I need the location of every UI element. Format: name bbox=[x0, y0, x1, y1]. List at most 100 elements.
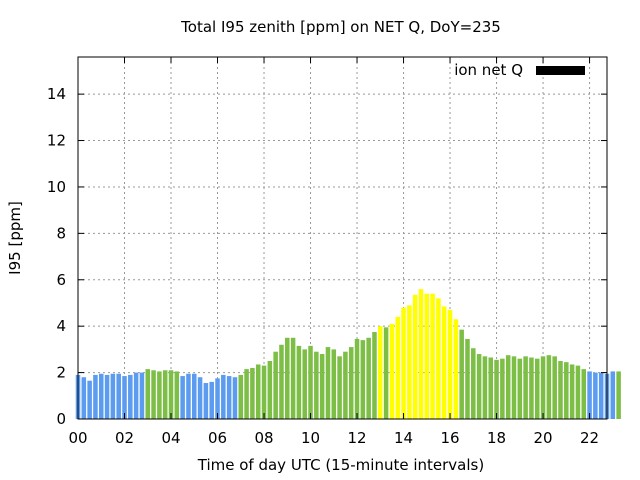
bar bbox=[558, 360, 563, 419]
bar bbox=[325, 347, 331, 419]
x-tick-label: 08 bbox=[254, 429, 273, 447]
bar bbox=[383, 327, 389, 419]
bar bbox=[407, 305, 412, 419]
bar bbox=[238, 374, 244, 419]
bar bbox=[162, 370, 168, 419]
bar bbox=[133, 372, 139, 419]
bar bbox=[139, 372, 145, 419]
bar bbox=[203, 383, 209, 419]
bar bbox=[168, 370, 174, 419]
bar bbox=[476, 354, 482, 419]
bar bbox=[186, 373, 191, 419]
bar bbox=[500, 358, 505, 419]
bar bbox=[372, 331, 377, 419]
bar bbox=[104, 374, 110, 419]
bar bbox=[575, 365, 581, 419]
bar bbox=[273, 351, 278, 419]
bar bbox=[215, 378, 220, 419]
bar bbox=[610, 371, 616, 419]
bar bbox=[587, 371, 592, 419]
bar bbox=[93, 374, 98, 419]
bar bbox=[285, 337, 290, 419]
legend-label: ion net Q bbox=[454, 61, 523, 79]
bar bbox=[98, 373, 104, 419]
bar bbox=[569, 364, 575, 419]
bar bbox=[552, 356, 557, 419]
bar bbox=[505, 355, 511, 419]
y-tick-label: 10 bbox=[47, 178, 66, 196]
bar bbox=[110, 373, 116, 419]
bar bbox=[348, 347, 354, 419]
bar bbox=[197, 377, 203, 419]
bar bbox=[430, 293, 435, 419]
bar bbox=[436, 298, 441, 419]
plot-frame bbox=[77, 56, 608, 420]
bar bbox=[616, 371, 621, 419]
x-tick-label: 04 bbox=[161, 429, 180, 447]
bar bbox=[244, 369, 249, 419]
bar bbox=[523, 356, 528, 419]
bar bbox=[447, 309, 453, 419]
bar bbox=[517, 358, 523, 419]
y-tick-label: 8 bbox=[56, 224, 66, 242]
bar bbox=[488, 357, 494, 419]
bar bbox=[255, 364, 261, 419]
y-tick-label: 0 bbox=[56, 410, 66, 428]
bars bbox=[75, 289, 621, 419]
bar bbox=[145, 369, 151, 419]
bar bbox=[598, 372, 604, 419]
y-tick-label: 12 bbox=[47, 132, 66, 150]
bar bbox=[232, 377, 238, 419]
bar bbox=[180, 376, 185, 419]
bar bbox=[319, 354, 325, 419]
bar bbox=[122, 376, 127, 419]
bar bbox=[343, 351, 348, 419]
bar bbox=[226, 376, 232, 419]
bar bbox=[279, 344, 284, 419]
y-tick-label: 14 bbox=[47, 85, 66, 103]
legend-swatch bbox=[536, 66, 585, 75]
bar bbox=[401, 307, 406, 419]
x-tick-label: 14 bbox=[394, 429, 413, 447]
x-tick-label: 22 bbox=[580, 429, 599, 447]
bar bbox=[337, 356, 342, 419]
bar bbox=[418, 289, 424, 419]
bar bbox=[209, 381, 214, 419]
bar bbox=[87, 380, 92, 419]
legend: ion net Q bbox=[454, 61, 585, 79]
x-tick-label: 10 bbox=[301, 429, 320, 447]
bar bbox=[471, 348, 476, 419]
bar bbox=[546, 355, 552, 419]
bar bbox=[151, 370, 156, 419]
x-tick-label: 12 bbox=[347, 429, 366, 447]
bar bbox=[261, 365, 267, 419]
bar bbox=[157, 371, 162, 419]
x-axis-label: Time of day UTC (15-minute intervals) bbox=[197, 456, 484, 474]
bar bbox=[174, 371, 180, 419]
x-tick-label: 06 bbox=[208, 429, 227, 447]
bar bbox=[116, 373, 121, 419]
bar bbox=[424, 293, 430, 419]
bar bbox=[296, 345, 302, 419]
x-tick-label: 20 bbox=[534, 429, 553, 447]
bar bbox=[267, 360, 273, 419]
bar bbox=[581, 369, 587, 419]
bar bbox=[564, 362, 569, 419]
bar bbox=[354, 338, 360, 419]
bar bbox=[441, 306, 447, 419]
bar bbox=[302, 349, 307, 419]
bar bbox=[290, 337, 296, 419]
y-tick-label: 2 bbox=[56, 364, 66, 382]
chart-title: Total I95 zenith [ppm] on NET Q, DoY=235 bbox=[180, 18, 501, 36]
x-tick-label: 00 bbox=[68, 429, 87, 447]
y-tick-label: 4 bbox=[56, 317, 66, 335]
bar bbox=[412, 294, 418, 419]
x-tick-label: 02 bbox=[115, 429, 134, 447]
bar bbox=[81, 377, 87, 419]
bar bbox=[314, 351, 319, 419]
bar bbox=[453, 319, 459, 419]
x-tick-label: 18 bbox=[487, 429, 506, 447]
bar bbox=[128, 374, 133, 419]
